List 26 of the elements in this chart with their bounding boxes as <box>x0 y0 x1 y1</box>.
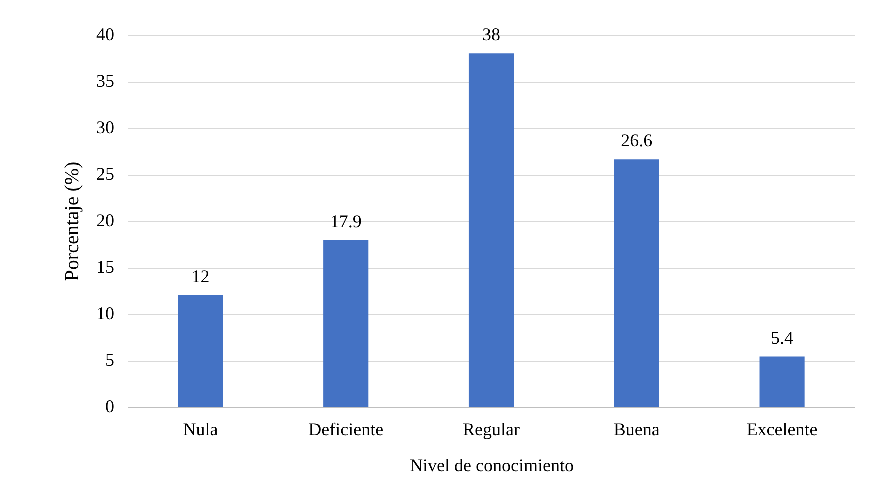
bar <box>760 356 805 407</box>
x-tick-label: Buena <box>614 420 660 440</box>
x-tick-label: Regular <box>463 420 520 440</box>
x-tick-label: Excelente <box>746 420 818 440</box>
y-tick-label: 15 <box>96 257 114 277</box>
y-tick-label: 20 <box>96 210 114 230</box>
y-tick-label: 35 <box>96 71 114 91</box>
bar <box>178 295 224 407</box>
bar <box>614 160 660 407</box>
data-label: 26.6 <box>621 130 653 151</box>
y-tick-label: 40 <box>96 24 114 44</box>
x-tick-label: Nula <box>183 420 218 440</box>
y-tick-label: 5 <box>106 350 114 370</box>
y-tick-label: 30 <box>96 118 114 138</box>
data-label: 17.9 <box>330 212 362 232</box>
bar <box>324 240 369 407</box>
data-label: 5.4 <box>771 328 794 348</box>
data-label: 38 <box>482 24 500 45</box>
y-tick-label: 10 <box>96 304 114 324</box>
x-tick-label: Deficiente <box>308 420 384 440</box>
data-label: 12 <box>192 266 210 286</box>
y-tick-label: 25 <box>96 164 114 184</box>
x-axis-title: Nivel de conocimiento <box>410 456 574 476</box>
y-axis-title: Porcentaje (%) <box>62 162 84 282</box>
y-tick-label: 0 <box>106 396 114 416</box>
bar <box>468 54 514 407</box>
